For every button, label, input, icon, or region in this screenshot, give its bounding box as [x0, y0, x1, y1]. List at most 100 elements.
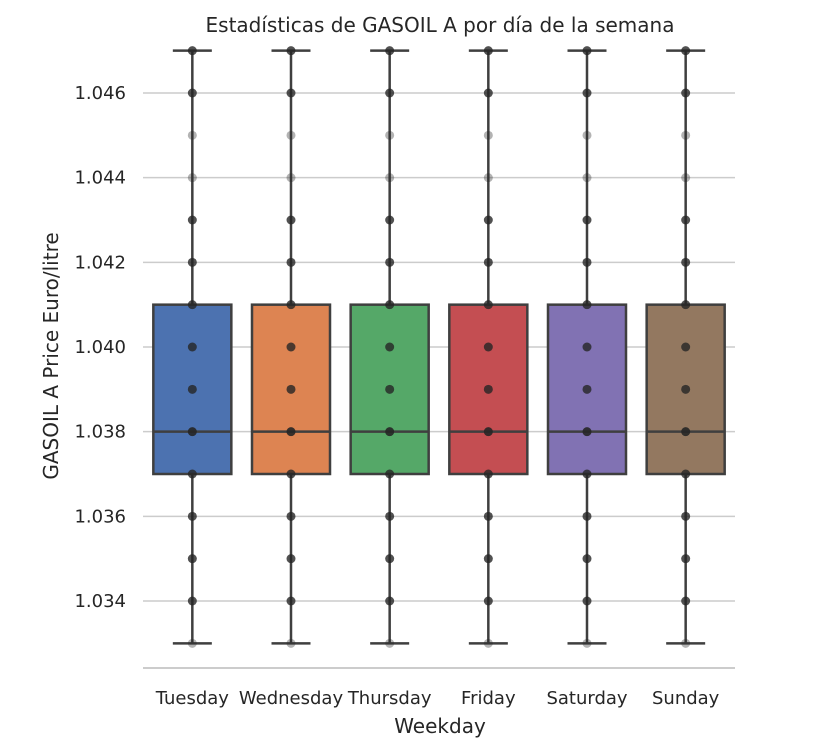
- data-point: [385, 257, 395, 267]
- data-point: [483, 342, 493, 352]
- data-point: [582, 130, 592, 140]
- data-point: [187, 384, 197, 394]
- data-point: [582, 596, 592, 606]
- data-point: [187, 46, 197, 56]
- data-point: [681, 596, 691, 606]
- data-point: [483, 300, 493, 310]
- data-point: [187, 342, 197, 352]
- data-point: [483, 469, 493, 479]
- data-point: [385, 596, 395, 606]
- data-point: [286, 300, 296, 310]
- data-point: [187, 427, 197, 437]
- data-point: [582, 300, 592, 310]
- data-point: [582, 554, 592, 564]
- data-point: [286, 173, 296, 183]
- data-point: [385, 88, 395, 98]
- data-point: [483, 215, 493, 225]
- x-tick-labels: Tuesday Wednesday Thursday Friday Saturday Su…: [155, 688, 720, 709]
- x-tick-label-friday: Friday: [461, 688, 516, 709]
- data-point: [187, 173, 197, 183]
- data-point: [681, 511, 691, 521]
- data-point: [187, 638, 197, 648]
- data-point: [681, 300, 691, 310]
- data-point: [286, 469, 296, 479]
- data-point: [187, 511, 197, 521]
- data-point: [286, 130, 296, 140]
- data-point: [385, 511, 395, 521]
- data-point: [483, 257, 493, 267]
- data-point: [681, 342, 691, 352]
- data-point: [385, 427, 395, 437]
- data-point: [681, 88, 691, 98]
- data-point: [286, 88, 296, 98]
- data-point: [187, 469, 197, 479]
- data-point: [483, 511, 493, 521]
- data-point: [681, 257, 691, 267]
- data-point: [385, 342, 395, 352]
- x-tick-label-sunday: Sunday: [652, 688, 720, 709]
- data-point: [286, 257, 296, 267]
- data-point: [582, 88, 592, 98]
- data-point: [582, 638, 592, 648]
- data-point: [582, 469, 592, 479]
- data-point: [681, 554, 691, 564]
- y-axis-label: GASOIL A Price Euro/litre: [39, 232, 63, 479]
- data-point: [385, 638, 395, 648]
- y-tick-label: 1.042: [74, 252, 126, 273]
- y-tick-label: 1.046: [74, 83, 126, 104]
- data-point: [187, 88, 197, 98]
- data-point: [385, 554, 395, 564]
- data-point: [483, 638, 493, 648]
- data-point: [483, 427, 493, 437]
- x-tick-label-thursday: Thursday: [347, 688, 432, 709]
- data-point: [681, 469, 691, 479]
- data-point: [385, 215, 395, 225]
- data-point: [582, 257, 592, 267]
- data-point: [483, 384, 493, 394]
- data-point: [286, 511, 296, 521]
- data-point: [286, 638, 296, 648]
- y-tick-labels: 1.034 1.036 1.038 1.040 1.042 1.044 1.046: [74, 83, 126, 612]
- data-point: [483, 173, 493, 183]
- data-point: [385, 300, 395, 310]
- y-tick-label: 1.038: [74, 422, 126, 443]
- data-point: [681, 215, 691, 225]
- data-point: [483, 46, 493, 56]
- data-point: [187, 130, 197, 140]
- data-point: [385, 130, 395, 140]
- data-point: [286, 342, 296, 352]
- data-point: [681, 384, 691, 394]
- data-point: [681, 427, 691, 437]
- data-point: [483, 554, 493, 564]
- data-point: [187, 596, 197, 606]
- data-point: [681, 130, 691, 140]
- data-point: [286, 215, 296, 225]
- y-tick-label: 1.040: [74, 337, 126, 358]
- data-point: [286, 46, 296, 56]
- data-point: [385, 46, 395, 56]
- data-point: [582, 215, 592, 225]
- data-point: [286, 384, 296, 394]
- x-axis-label: Weekday: [394, 714, 486, 738]
- y-tick-label: 1.034: [74, 591, 126, 612]
- data-point: [286, 427, 296, 437]
- data-point: [582, 342, 592, 352]
- data-point: [582, 511, 592, 521]
- data-point: [187, 300, 197, 310]
- data-point: [582, 46, 592, 56]
- box-friday: [448, 49, 529, 645]
- data-point: [385, 384, 395, 394]
- data-point: [681, 638, 691, 648]
- x-tick-label-wednesday: Wednesday: [239, 688, 344, 709]
- data-point: [483, 88, 493, 98]
- x-tick-label-tuesday: Tuesday: [155, 688, 230, 709]
- data-point: [582, 173, 592, 183]
- data-point: [385, 469, 395, 479]
- data-point: [286, 596, 296, 606]
- data-point: [582, 427, 592, 437]
- data-point: [483, 596, 493, 606]
- data-point: [385, 173, 395, 183]
- data-point: [483, 130, 493, 140]
